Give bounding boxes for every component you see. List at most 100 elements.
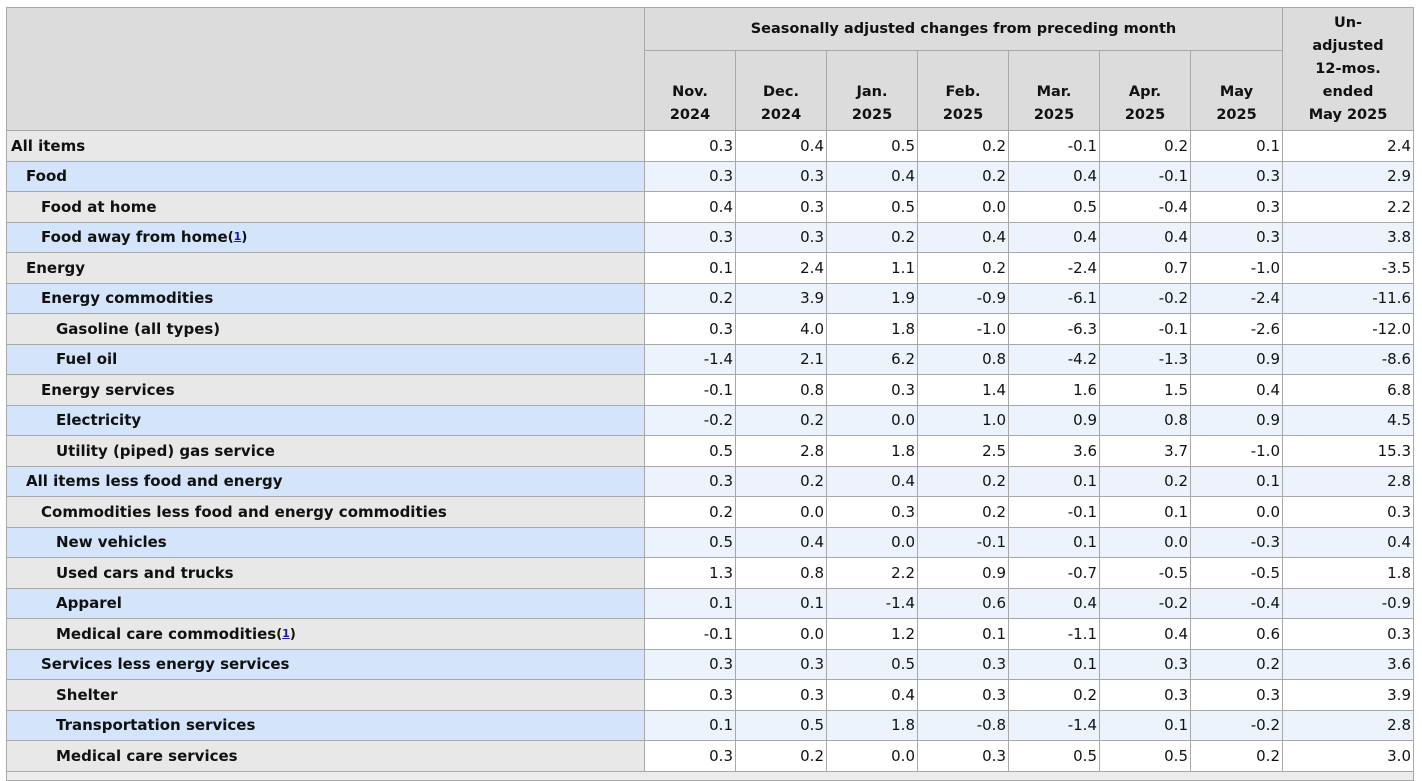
value-cell: 0.1 bbox=[1190, 130, 1283, 162]
value-cell: 0.0 bbox=[917, 191, 1009, 223]
unadjusted-value-cell: -12.0 bbox=[1282, 313, 1414, 345]
cpi-table-container: Seasonally adjusted changes from precedi… bbox=[6, 7, 1414, 781]
value-cell: 0.2 bbox=[644, 496, 736, 528]
value-cell: 0.0 bbox=[1190, 496, 1283, 528]
row-label: Energy bbox=[26, 258, 86, 277]
row-label: New vehicles bbox=[56, 533, 167, 552]
value-cell: 0.2 bbox=[917, 496, 1009, 528]
value-cell: 1.0 bbox=[917, 404, 1009, 436]
unadjusted-value-cell: 0.3 bbox=[1282, 496, 1414, 528]
table-row: Apparel 0.1 0.1 -1.4 0.6 0.4 -0.2 -0.4 -0.9 bbox=[6, 587, 1414, 619]
unadjusted-value-cell: 4.5 bbox=[1282, 404, 1414, 436]
value-cell: 1.2 bbox=[826, 618, 918, 650]
value-cell: 0.4 bbox=[917, 221, 1009, 253]
value-cell: 0.4 bbox=[826, 160, 918, 192]
footnote-link[interactable]: 1 bbox=[282, 626, 290, 640]
footnote-link[interactable]: 1 bbox=[233, 230, 242, 244]
value-cell: 0.5 bbox=[1008, 740, 1100, 772]
unadjusted-value-cell: 15.3 bbox=[1282, 435, 1414, 467]
value-cell: -0.1 bbox=[1008, 130, 1100, 162]
row-label: Energy commodities bbox=[41, 289, 214, 308]
unadjusted-value-cell: 1.8 bbox=[1282, 557, 1414, 589]
row-label: Fuel oil bbox=[56, 350, 118, 369]
table-body: All items 0.3 0.4 0.5 0.2 -0.1 0.2 0.1 2.4 Food 0.… bbox=[6, 130, 1414, 772]
value-cell: 0.3 bbox=[917, 679, 1009, 711]
row-label-cell: Energy commodities bbox=[6, 282, 645, 314]
value-cell: 0.7 bbox=[1099, 252, 1191, 284]
value-cell: -0.1 bbox=[1099, 313, 1191, 345]
table-row: New vehicles 0.5 0.4 0.0 -0.1 0.1 0.0 -0.3 0.4 bbox=[6, 526, 1414, 558]
value-cell: 0.2 bbox=[917, 130, 1009, 162]
value-cell: 0.1 bbox=[644, 252, 736, 284]
month-header: May 2025 bbox=[1190, 50, 1283, 131]
value-cell: -0.1 bbox=[644, 374, 736, 406]
row-label-cell: Medical care commodities(1) bbox=[6, 618, 645, 650]
value-cell: 0.0 bbox=[735, 496, 827, 528]
value-cell: -0.8 bbox=[917, 709, 1009, 741]
seasonally-adjusted-header: Seasonally adjusted changes from precedi… bbox=[644, 7, 1283, 51]
value-cell: 0.1 bbox=[735, 587, 827, 619]
table-row: Food 0.3 0.3 0.4 0.2 0.4 -0.1 0.3 2.9 bbox=[6, 160, 1414, 192]
value-cell: 0.3 bbox=[735, 648, 827, 680]
value-cell: 0.4 bbox=[644, 191, 736, 223]
value-cell: 0.0 bbox=[1099, 526, 1191, 558]
value-cell: 0.4 bbox=[735, 526, 827, 558]
value-cell: 3.6 bbox=[1008, 435, 1100, 467]
value-cell: 3.7 bbox=[1099, 435, 1191, 467]
value-cell: 1.5 bbox=[1099, 374, 1191, 406]
value-cell: 0.4 bbox=[735, 130, 827, 162]
value-cell: 0.6 bbox=[917, 587, 1009, 619]
value-cell: 0.1 bbox=[1008, 648, 1100, 680]
row-label-cell: Fuel oil bbox=[6, 343, 645, 375]
value-cell: -2.4 bbox=[1190, 282, 1283, 314]
row-label-cell: All items bbox=[6, 130, 645, 162]
value-cell: 0.3 bbox=[917, 740, 1009, 772]
month-header: Dec. 2024 bbox=[735, 50, 827, 131]
month-header: Mar. 2025 bbox=[1008, 50, 1100, 131]
value-cell: 2.4 bbox=[735, 252, 827, 284]
unadjusted-value-cell: 3.8 bbox=[1282, 221, 1414, 253]
value-cell: -6.3 bbox=[1008, 313, 1100, 345]
value-cell: 0.2 bbox=[735, 465, 827, 497]
value-cell: 0.3 bbox=[644, 160, 736, 192]
value-cell: 1.8 bbox=[826, 435, 918, 467]
value-cell: 0.1 bbox=[1008, 465, 1100, 497]
row-label: Shelter bbox=[56, 685, 118, 704]
value-cell: 1.6 bbox=[1008, 374, 1100, 406]
row-label: Medical care commodities bbox=[56, 624, 277, 643]
value-cell: 0.3 bbox=[644, 648, 736, 680]
month-header: Nov. 2024 bbox=[644, 50, 736, 131]
value-cell: 0.1 bbox=[1099, 709, 1191, 741]
value-cell: 0.3 bbox=[735, 221, 827, 253]
month-header: Apr. 2025 bbox=[1099, 50, 1191, 131]
value-cell: 0.1 bbox=[1008, 526, 1100, 558]
value-cell: 0.3 bbox=[644, 740, 736, 772]
value-cell: 0.2 bbox=[1190, 740, 1283, 772]
value-cell: 0.2 bbox=[1190, 648, 1283, 680]
row-label: Food at home bbox=[41, 197, 157, 216]
value-cell: 0.9 bbox=[1190, 343, 1283, 375]
table-row: Food away from home(1) 0.3 0.3 0.2 0.4 0.4 0.4… bbox=[6, 221, 1414, 253]
unadjusted-value-cell: 3.9 bbox=[1282, 679, 1414, 711]
value-cell: 0.5 bbox=[826, 648, 918, 680]
value-cell: 0.2 bbox=[644, 282, 736, 314]
value-cell: 0.3 bbox=[826, 496, 918, 528]
value-cell: 0.9 bbox=[1008, 404, 1100, 436]
value-cell: 0.6 bbox=[1190, 618, 1283, 650]
value-cell: 0.3 bbox=[644, 130, 736, 162]
unadjusted-value-cell: 2.8 bbox=[1282, 709, 1414, 741]
value-cell: 1.9 bbox=[826, 282, 918, 314]
value-cell: 0.0 bbox=[826, 740, 918, 772]
cpi-changes-table: Seasonally adjusted changes from precedi… bbox=[6, 7, 1414, 772]
row-label-cell: Electricity bbox=[6, 404, 645, 436]
value-cell: 0.2 bbox=[917, 252, 1009, 284]
value-cell: -0.4 bbox=[1190, 587, 1283, 619]
value-cell: 0.4 bbox=[1099, 618, 1191, 650]
value-cell: -0.2 bbox=[1099, 282, 1191, 314]
value-cell: 0.4 bbox=[1008, 587, 1100, 619]
footnote-paren: ( bbox=[227, 230, 234, 246]
unadjusted-value-cell: 0.3 bbox=[1282, 618, 1414, 650]
row-label-cell: Used cars and trucks bbox=[6, 557, 645, 589]
value-cell: -4.2 bbox=[1008, 343, 1100, 375]
row-label: Food bbox=[26, 167, 67, 186]
